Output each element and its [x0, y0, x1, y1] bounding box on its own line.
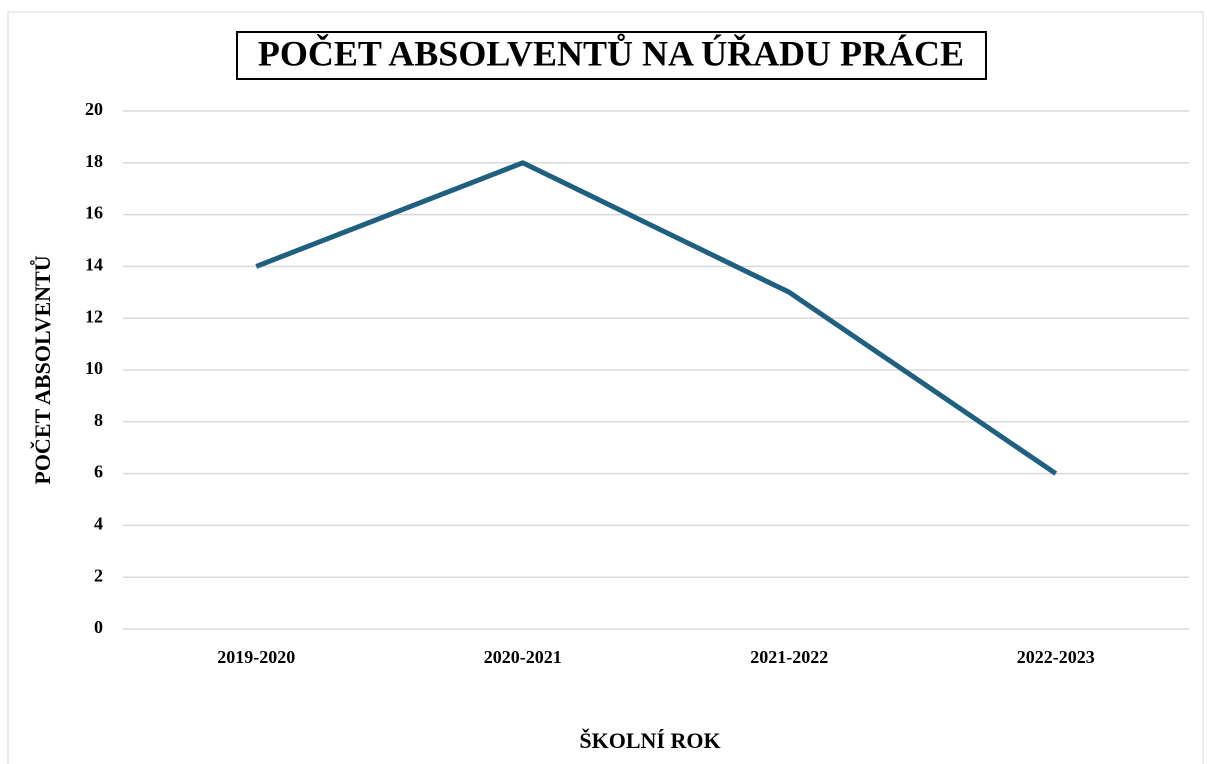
x-tick-label: 2022-2023	[1017, 647, 1095, 667]
y-tick-label: 16	[85, 203, 103, 223]
y-tick-label: 18	[85, 151, 103, 171]
y-tick-label: 8	[94, 410, 103, 430]
x-axis-label: ŠKOLNÍ ROK	[579, 728, 720, 753]
y-tick-label: 2	[94, 565, 103, 585]
line-series	[255, 160, 1058, 476]
y-tick-label: 14	[85, 255, 103, 275]
chart-border	[7, 11, 1204, 764]
title-box	[236, 31, 987, 80]
y-tick-label: 4	[94, 514, 103, 534]
x-tick-label: 2020-2021	[484, 647, 562, 667]
y-tick-label: 0	[94, 617, 103, 637]
y-tick-label: 6	[94, 462, 103, 482]
y-tick-label: 12	[85, 306, 103, 326]
y-tick-label: 20	[85, 99, 103, 119]
y-tick-label: 10	[85, 358, 103, 378]
x-tick-label: 2021-2022	[750, 647, 828, 667]
y-axis-label: POČET ABSOLVENTŮ	[30, 255, 55, 484]
x-tick-label: 2019-2020	[217, 647, 295, 667]
chart-title: POČET ABSOLVENTŮ NA ÚŘADU PRÁCE	[258, 33, 964, 73]
